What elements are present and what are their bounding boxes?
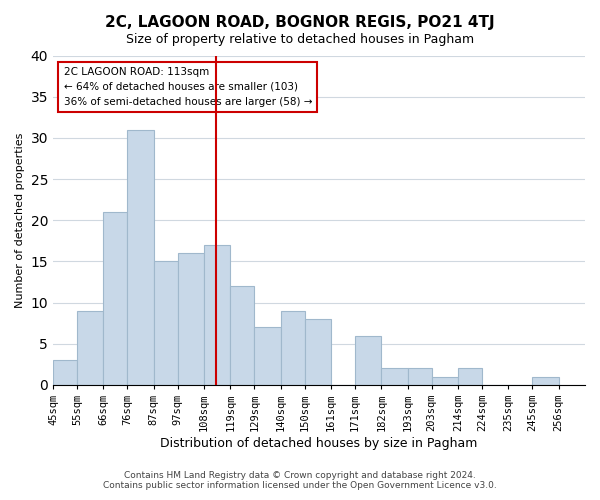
Text: Size of property relative to detached houses in Pagham: Size of property relative to detached ho… — [126, 32, 474, 46]
Bar — [103, 212, 127, 385]
Bar — [77, 311, 103, 385]
Bar — [407, 368, 431, 385]
Bar — [431, 376, 458, 385]
Bar — [382, 368, 407, 385]
Bar — [458, 368, 482, 385]
Bar — [53, 360, 77, 385]
Bar — [532, 376, 559, 385]
Bar — [281, 311, 305, 385]
Text: 2C LAGOON ROAD: 113sqm
← 64% of detached houses are smaller (103)
36% of semi-de: 2C LAGOON ROAD: 113sqm ← 64% of detached… — [64, 67, 312, 106]
Y-axis label: Number of detached properties: Number of detached properties — [15, 132, 25, 308]
Text: 2C, LAGOON ROAD, BOGNOR REGIS, PO21 4TJ: 2C, LAGOON ROAD, BOGNOR REGIS, PO21 4TJ — [105, 15, 495, 30]
Bar — [154, 262, 178, 385]
Text: Contains HM Land Registry data © Crown copyright and database right 2024.
Contai: Contains HM Land Registry data © Crown c… — [103, 470, 497, 490]
Bar — [178, 253, 204, 385]
Bar — [204, 245, 230, 385]
Bar — [305, 319, 331, 385]
X-axis label: Distribution of detached houses by size in Pagham: Distribution of detached houses by size … — [160, 437, 478, 450]
Bar — [230, 286, 254, 385]
Bar — [254, 328, 281, 385]
Bar — [355, 336, 382, 385]
Bar — [127, 130, 154, 385]
